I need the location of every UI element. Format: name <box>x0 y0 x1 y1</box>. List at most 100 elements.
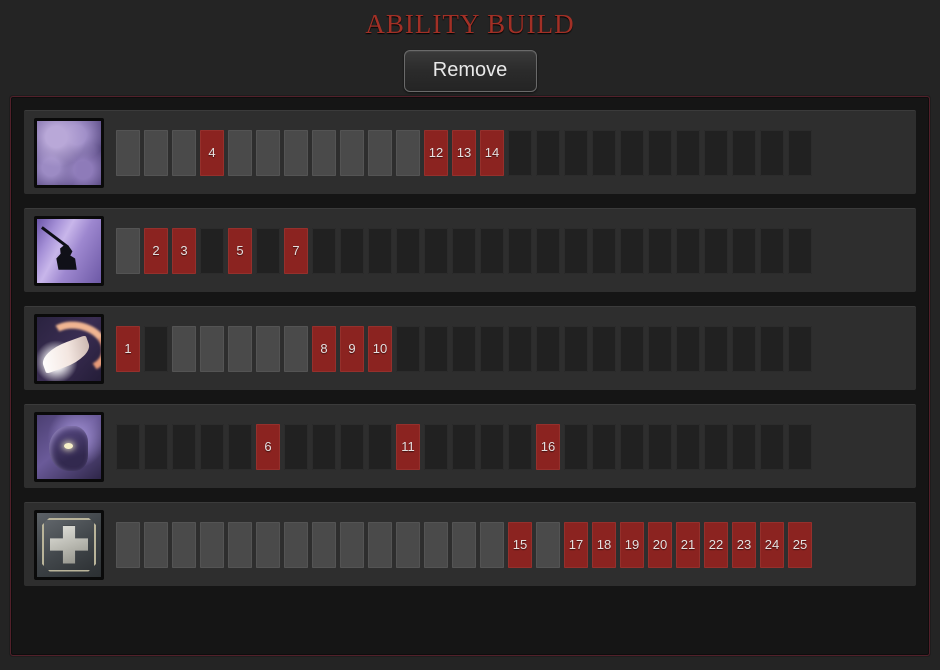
level-slot-taken[interactable]: 6 <box>256 423 280 470</box>
level-slot-available[interactable] <box>396 129 420 176</box>
level-slot-taken[interactable]: 16 <box>536 423 560 470</box>
level-slot-empty[interactable] <box>368 423 392 470</box>
level-slot-empty[interactable] <box>564 325 588 372</box>
level-slot-taken[interactable]: 11 <box>396 423 420 470</box>
level-slot-empty[interactable] <box>144 423 168 470</box>
level-slot-available[interactable] <box>228 325 252 372</box>
level-slot-empty[interactable] <box>228 423 252 470</box>
level-slot-empty[interactable] <box>508 129 532 176</box>
level-slot-available[interactable] <box>368 129 392 176</box>
level-slot-taken[interactable]: 23 <box>732 521 756 568</box>
level-slot-empty[interactable] <box>452 325 476 372</box>
level-slot-empty[interactable] <box>676 423 700 470</box>
level-slot-taken[interactable]: 10 <box>368 325 392 372</box>
level-slot-available[interactable] <box>452 521 476 568</box>
level-slot-empty[interactable] <box>704 423 728 470</box>
level-slot-taken[interactable]: 1 <box>116 325 140 372</box>
level-slot-available[interactable] <box>312 129 336 176</box>
level-slot-taken[interactable]: 4 <box>200 129 224 176</box>
level-slot-empty[interactable] <box>508 423 532 470</box>
level-slot-taken[interactable]: 2 <box>144 227 168 274</box>
level-slot-available[interactable] <box>172 129 196 176</box>
level-slot-available[interactable] <box>116 129 140 176</box>
ability-icon-rider-silhouette[interactable] <box>34 215 104 286</box>
level-slot-taken[interactable]: 3 <box>172 227 196 274</box>
level-slot-available[interactable] <box>116 227 140 274</box>
level-slot-empty[interactable] <box>480 325 504 372</box>
level-slot-available[interactable] <box>144 129 168 176</box>
level-slot-empty[interactable] <box>116 423 140 470</box>
level-slot-empty[interactable] <box>424 423 448 470</box>
level-slot-taken[interactable]: 14 <box>480 129 504 176</box>
level-slot-empty[interactable] <box>312 227 336 274</box>
level-slot-available[interactable] <box>256 521 280 568</box>
level-slot-empty[interactable] <box>760 227 784 274</box>
level-slot-empty[interactable] <box>200 423 224 470</box>
level-slot-empty[interactable] <box>760 423 784 470</box>
level-slot-taken[interactable]: 19 <box>620 521 644 568</box>
level-slot-empty[interactable] <box>312 423 336 470</box>
level-slot-empty[interactable] <box>536 227 560 274</box>
level-slot-available[interactable] <box>172 521 196 568</box>
level-slot-available[interactable] <box>480 521 504 568</box>
level-slot-available[interactable] <box>284 325 308 372</box>
level-slot-taken[interactable]: 21 <box>676 521 700 568</box>
level-slot-empty[interactable] <box>396 325 420 372</box>
level-slot-empty[interactable] <box>788 423 812 470</box>
level-slot-empty[interactable] <box>760 325 784 372</box>
level-slot-available[interactable] <box>284 521 308 568</box>
level-slot-empty[interactable] <box>676 129 700 176</box>
level-slot-empty[interactable] <box>564 129 588 176</box>
ability-icon-white-blade[interactable] <box>34 313 104 384</box>
level-slot-empty[interactable] <box>508 325 532 372</box>
level-slot-available[interactable] <box>256 129 280 176</box>
level-slot-empty[interactable] <box>648 227 672 274</box>
level-slot-available[interactable] <box>228 129 252 176</box>
level-slot-available[interactable] <box>172 325 196 372</box>
remove-button[interactable]: Remove <box>403 50 537 92</box>
level-slot-empty[interactable] <box>704 325 728 372</box>
level-slot-available[interactable] <box>424 521 448 568</box>
level-slot-empty[interactable] <box>592 227 616 274</box>
level-slot-empty[interactable] <box>676 227 700 274</box>
level-slot-empty[interactable] <box>620 129 644 176</box>
level-slot-empty[interactable] <box>564 423 588 470</box>
level-slot-taken[interactable]: 24 <box>760 521 784 568</box>
level-slot-available[interactable] <box>340 129 364 176</box>
level-slot-empty[interactable] <box>592 423 616 470</box>
level-slot-empty[interactable] <box>732 227 756 274</box>
level-slot-empty[interactable] <box>200 227 224 274</box>
level-slot-taken[interactable]: 15 <box>508 521 532 568</box>
level-slot-taken[interactable]: 9 <box>340 325 364 372</box>
level-slot-empty[interactable] <box>592 325 616 372</box>
level-slot-empty[interactable] <box>480 227 504 274</box>
level-slot-available[interactable] <box>256 325 280 372</box>
level-slot-taken[interactable]: 17 <box>564 521 588 568</box>
level-slot-taken[interactable]: 12 <box>424 129 448 176</box>
level-slot-taken[interactable]: 22 <box>704 521 728 568</box>
ability-icon-mount-head[interactable] <box>34 411 104 482</box>
level-slot-empty[interactable] <box>620 423 644 470</box>
level-slot-available[interactable] <box>144 521 168 568</box>
level-slot-taken[interactable]: 25 <box>788 521 812 568</box>
level-slot-empty[interactable] <box>648 423 672 470</box>
ability-icon-purple-blobs[interactable] <box>34 117 104 188</box>
level-slot-empty[interactable] <box>620 325 644 372</box>
level-slot-available[interactable] <box>312 521 336 568</box>
level-slot-empty[interactable] <box>648 325 672 372</box>
level-slot-available[interactable] <box>200 521 224 568</box>
level-slot-taken[interactable]: 20 <box>648 521 672 568</box>
stats-icon-plus-plate[interactable] <box>34 509 104 580</box>
level-slot-taken[interactable]: 5 <box>228 227 252 274</box>
level-slot-empty[interactable] <box>424 227 448 274</box>
level-slot-empty[interactable] <box>732 325 756 372</box>
level-slot-empty[interactable] <box>704 129 728 176</box>
level-slot-available[interactable] <box>284 129 308 176</box>
level-slot-empty[interactable] <box>536 129 560 176</box>
level-slot-empty[interactable] <box>452 423 476 470</box>
level-slot-taken[interactable]: 8 <box>312 325 336 372</box>
level-slot-empty[interactable] <box>760 129 784 176</box>
level-slot-empty[interactable] <box>340 423 364 470</box>
level-slot-empty[interactable] <box>676 325 700 372</box>
level-slot-empty[interactable] <box>564 227 588 274</box>
